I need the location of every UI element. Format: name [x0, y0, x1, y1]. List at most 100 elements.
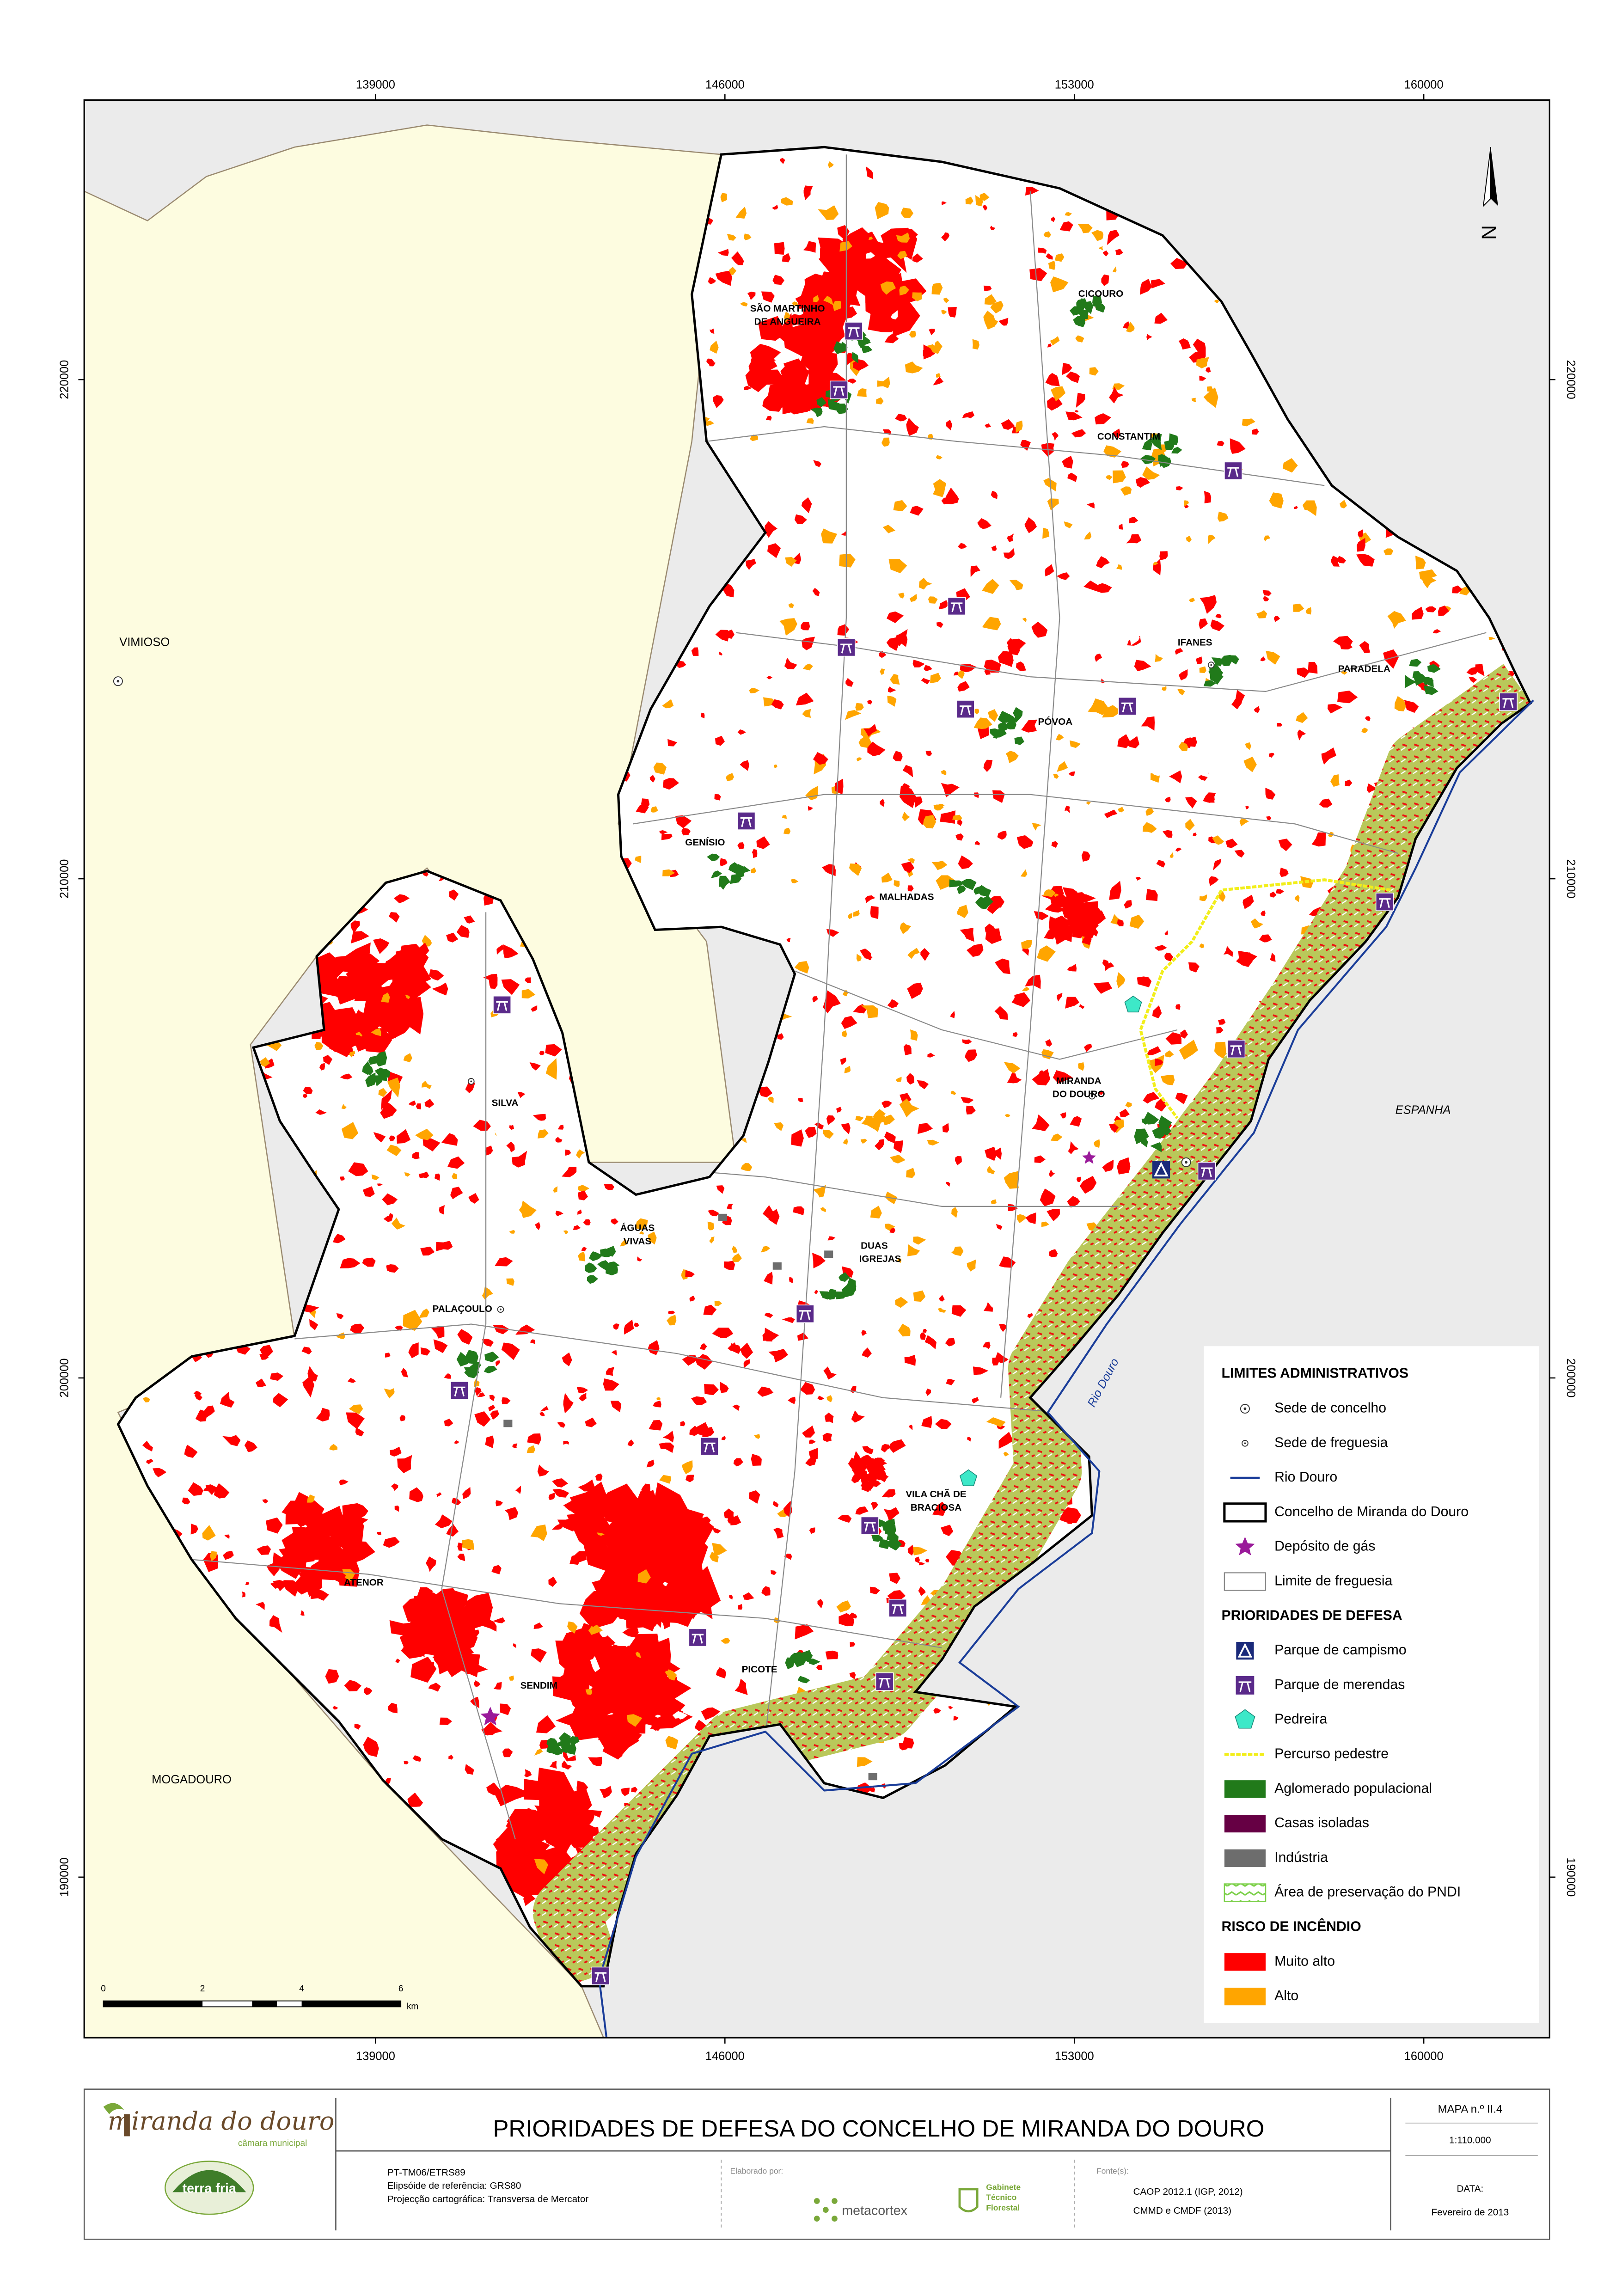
risk-patch — [583, 1543, 617, 1572]
risk-patch — [563, 1744, 576, 1755]
risk-patch — [584, 1836, 591, 1843]
risk-patch — [346, 1412, 365, 1429]
risk-patches — [118, 147, 1530, 1986]
risk-patch — [332, 1706, 338, 1710]
risk-patch — [613, 1323, 619, 1330]
risk-patch — [967, 1437, 971, 1442]
risk-patch — [782, 253, 791, 263]
risk-patch — [1138, 1137, 1148, 1148]
risk-patch — [310, 1580, 323, 1591]
parish-limit — [736, 632, 1487, 692]
risk-patch — [978, 897, 989, 908]
risk-patch — [814, 1290, 818, 1294]
risk-patch — [737, 729, 746, 735]
risk-patch — [656, 1397, 661, 1401]
risk-patch — [727, 1204, 733, 1210]
risk-patch — [991, 1199, 997, 1204]
northing-label: 200000 — [1564, 1358, 1577, 1397]
risk-patch — [536, 1715, 556, 1733]
risk-patch — [841, 531, 846, 536]
risk-patch — [1185, 819, 1195, 831]
risk-patch — [1361, 728, 1368, 733]
risk-patch — [1266, 650, 1280, 665]
risk-patch — [382, 1193, 398, 1206]
risk-patch — [1404, 674, 1417, 688]
risk-patch — [465, 1764, 474, 1775]
risk-patch — [525, 1769, 530, 1775]
risk-patch — [1141, 716, 1155, 731]
risk-patch — [844, 1065, 851, 1073]
risk-patch — [1016, 1214, 1027, 1223]
risk-patch — [651, 806, 658, 813]
risk-patch — [606, 1554, 648, 1579]
risk-patch — [799, 271, 808, 281]
risk-patch — [937, 1308, 947, 1313]
risk-patch — [778, 312, 793, 347]
risk-patch — [529, 1062, 541, 1071]
risk-patch — [1161, 1075, 1175, 1085]
risk-patch — [712, 395, 724, 408]
risk-patch — [273, 1342, 277, 1349]
risk-patch — [595, 1473, 603, 1481]
risk-patch — [1078, 1062, 1084, 1071]
risk-patch — [898, 593, 905, 599]
risk-patch — [921, 1416, 932, 1428]
risk-patch — [534, 1859, 549, 1874]
risk-patch — [1394, 696, 1407, 711]
risk-patch — [404, 1761, 409, 1764]
risk-patch — [766, 676, 773, 680]
risk-patch — [957, 543, 967, 549]
risk-patch — [1212, 835, 1224, 845]
risk-patch — [1025, 187, 1039, 196]
risk-patch — [363, 1736, 379, 1757]
risk-patch — [1075, 335, 1084, 343]
risk-patch — [1016, 420, 1023, 433]
risk-patch — [1050, 1133, 1063, 1141]
risk-patch — [1207, 534, 1216, 544]
risk-patch — [1047, 1209, 1060, 1222]
risk-patch — [1145, 808, 1154, 816]
risk-patch — [802, 709, 811, 718]
risk-patch — [650, 1600, 658, 1606]
risk-patch — [857, 388, 867, 398]
risk-patch — [894, 880, 900, 887]
risk-patch — [464, 915, 475, 924]
risk-patch — [441, 1590, 468, 1623]
legend-item: Muito alto — [1274, 1953, 1335, 1969]
risk-patch — [1260, 656, 1266, 661]
risk-patch — [1143, 1092, 1160, 1104]
risk-patch — [940, 1525, 954, 1537]
risk-patch — [1150, 1142, 1162, 1152]
risk-patch — [836, 1600, 851, 1613]
risk-patch — [428, 969, 444, 981]
risk-patch — [1330, 555, 1340, 567]
risk-patch — [1112, 266, 1117, 273]
risk-patch — [935, 1419, 952, 1429]
risk-patch — [1053, 1070, 1073, 1084]
risk-patch — [748, 354, 777, 383]
risk-patch — [889, 1439, 906, 1453]
risk-patch — [1109, 881, 1121, 900]
risk-patch — [1045, 903, 1067, 913]
risk-patch — [1210, 619, 1224, 631]
risk-patch — [723, 1508, 734, 1521]
risk-patch — [1261, 910, 1266, 916]
risk-patch — [767, 1096, 774, 1103]
risk-patch — [321, 1007, 358, 1033]
risk-patch — [530, 1339, 536, 1345]
risk-patch — [314, 1041, 324, 1050]
risk-patch — [985, 924, 995, 933]
swatch-parish — [1224, 1572, 1267, 1591]
risk-patch — [1088, 698, 1109, 715]
risk-patch — [882, 1114, 895, 1126]
risk-patch — [1308, 661, 1318, 674]
risk-patch — [562, 1826, 576, 1836]
risk-patch — [474, 1411, 491, 1427]
date-label: DATA: — [1457, 2183, 1483, 2194]
risk-patch — [1319, 798, 1333, 808]
risk-patch — [853, 910, 860, 917]
office: Florestal — [986, 2203, 1020, 2212]
risk-patch — [325, 1669, 339, 1684]
place-label: IGREJAS — [859, 1254, 901, 1264]
legend-item: Sede de freguesia — [1274, 1435, 1388, 1450]
